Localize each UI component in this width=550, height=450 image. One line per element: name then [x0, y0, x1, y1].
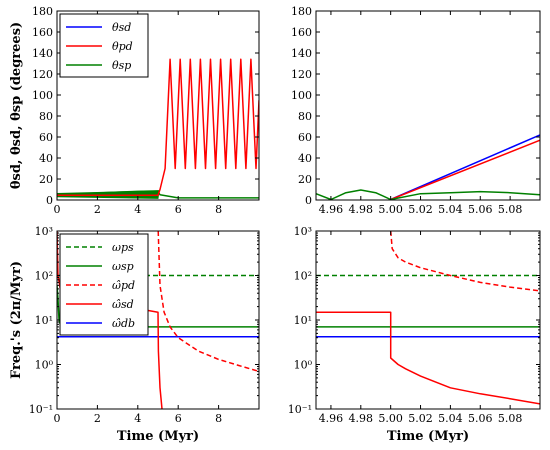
x-tick-label: 5.00 [378, 412, 403, 425]
y-tick-label: 160 [291, 26, 312, 39]
series-line [316, 189, 540, 200]
y-tick-label: 60 [298, 131, 312, 144]
y-tick-label: 10² [294, 270, 312, 283]
y-tick-label: 10⁻¹ [29, 403, 53, 416]
y-axis-label: Freq.'s (2π/Myr) [9, 261, 24, 379]
y-tick-label: 80 [298, 110, 312, 123]
x-tick-label: 5.02 [408, 412, 433, 425]
series-line [390, 139, 540, 200]
legend-label: ωsp [112, 260, 134, 273]
y-tick-label: 180 [32, 5, 53, 18]
y-tick-label: 10⁻¹ [288, 403, 312, 416]
chart-bottom-right: 4.96 4.98 5.00 5.02 5.04 5.06 5.08 10⁻¹ 10⁰ 10¹ 10… [288, 225, 541, 444]
x-tick-label: 5.06 [468, 203, 493, 216]
legend: θsd θpd θsp [59, 13, 149, 78]
x-tick-label: 0 [54, 412, 61, 425]
plot-frame [315, 10, 541, 201]
y-axis-label: θsd, θsd, θsp (degrees) [9, 22, 24, 189]
x-tick-label: 5.08 [498, 203, 523, 216]
x-tick-label: 5.04 [438, 412, 463, 425]
x-axis-label: Time (Myr) [117, 429, 199, 444]
chart-bottom-left: 0 2 4 6 8 10⁻¹ 10⁰ 10¹ 10² 10³ Time (Myr) Freq.'s (… [9, 225, 260, 444]
x-tick-label: 8 [215, 412, 222, 425]
y-tick-label: 140 [32, 47, 53, 60]
y-tick-label: 20 [298, 173, 312, 186]
legend-label: ω̂sd [112, 298, 134, 311]
y-tick-label: 100 [291, 89, 312, 102]
x-tick-label: 5.08 [498, 412, 523, 425]
series-line [389, 231, 540, 292]
x-tick-label: 4.96 [319, 203, 344, 216]
y-tick-label: 40 [39, 152, 53, 165]
legend-label: ω̂pd [112, 279, 135, 292]
x-tick-label: 5.00 [378, 203, 403, 216]
plot-frame [56, 10, 260, 201]
y-tick-label: 80 [39, 110, 53, 123]
y-tick-label: 10³ [35, 225, 53, 238]
legend-label: θsp [112, 59, 131, 72]
x-tick-label: 4.96 [319, 412, 344, 425]
x-tick-label: 2 [94, 203, 101, 216]
x-tick-label: 8 [215, 203, 222, 216]
y-tick-label: 40 [298, 152, 312, 165]
y-tick-label: 120 [32, 68, 53, 81]
legend: ωps ωsp ω̂pd ω̂sd ω̂db [59, 233, 149, 336]
x-tick-label: 4.98 [349, 412, 374, 425]
chart-top-right: 4.96 4.98 5.00 5.02 5.04 5.06 5.08 0 20 40 60 80 100… [291, 5, 541, 216]
legend-label: θpd [112, 40, 133, 53]
legend-label: ω̂db [112, 317, 135, 330]
series-line [316, 311, 540, 405]
series-line [157, 231, 259, 373]
x-tick-label: 4 [134, 203, 141, 216]
x-tick-label: 4.98 [349, 203, 374, 216]
y-tick-label: 10⁰ [35, 359, 54, 372]
series-group [316, 231, 540, 405]
y-tick-label: 10² [35, 270, 53, 283]
y-tick-label: 10¹ [294, 314, 312, 327]
y-tick-label: 0 [46, 194, 53, 207]
y-tick-label: 100 [32, 89, 53, 102]
y-tick-label: 180 [291, 5, 312, 18]
legend-label: ωps [112, 241, 134, 254]
x-tick-label: 5.04 [438, 203, 463, 216]
y-tick-label: 120 [291, 68, 312, 81]
series-band [57, 190, 160, 199]
series-group [57, 58, 259, 199]
x-tick-label: 0 [54, 203, 61, 216]
x-tick-label: 6 [175, 412, 182, 425]
x-tick-label: 2 [94, 412, 101, 425]
plot-frame [315, 230, 541, 410]
x-axis-label: Time (Myr) [387, 429, 469, 444]
y-tick-label: 10³ [294, 225, 312, 238]
y-tick-label: 10¹ [35, 314, 53, 327]
x-tick-label: 4 [134, 412, 141, 425]
y-tick-label: 10⁰ [294, 359, 313, 372]
y-tick-label: 140 [291, 47, 312, 60]
y-tick-label: 60 [39, 131, 53, 144]
legend-label: θsd [112, 21, 131, 34]
series-group [316, 134, 540, 200]
series-line [390, 134, 540, 200]
y-tick-label: 0 [305, 194, 312, 207]
y-tick-label: 20 [39, 173, 53, 186]
series-line [57, 58, 259, 197]
x-tick-label: 5.02 [408, 203, 433, 216]
y-tick-label: 160 [32, 26, 53, 39]
x-tick-label: 5.06 [468, 412, 493, 425]
x-tick-label: 6 [175, 203, 182, 216]
